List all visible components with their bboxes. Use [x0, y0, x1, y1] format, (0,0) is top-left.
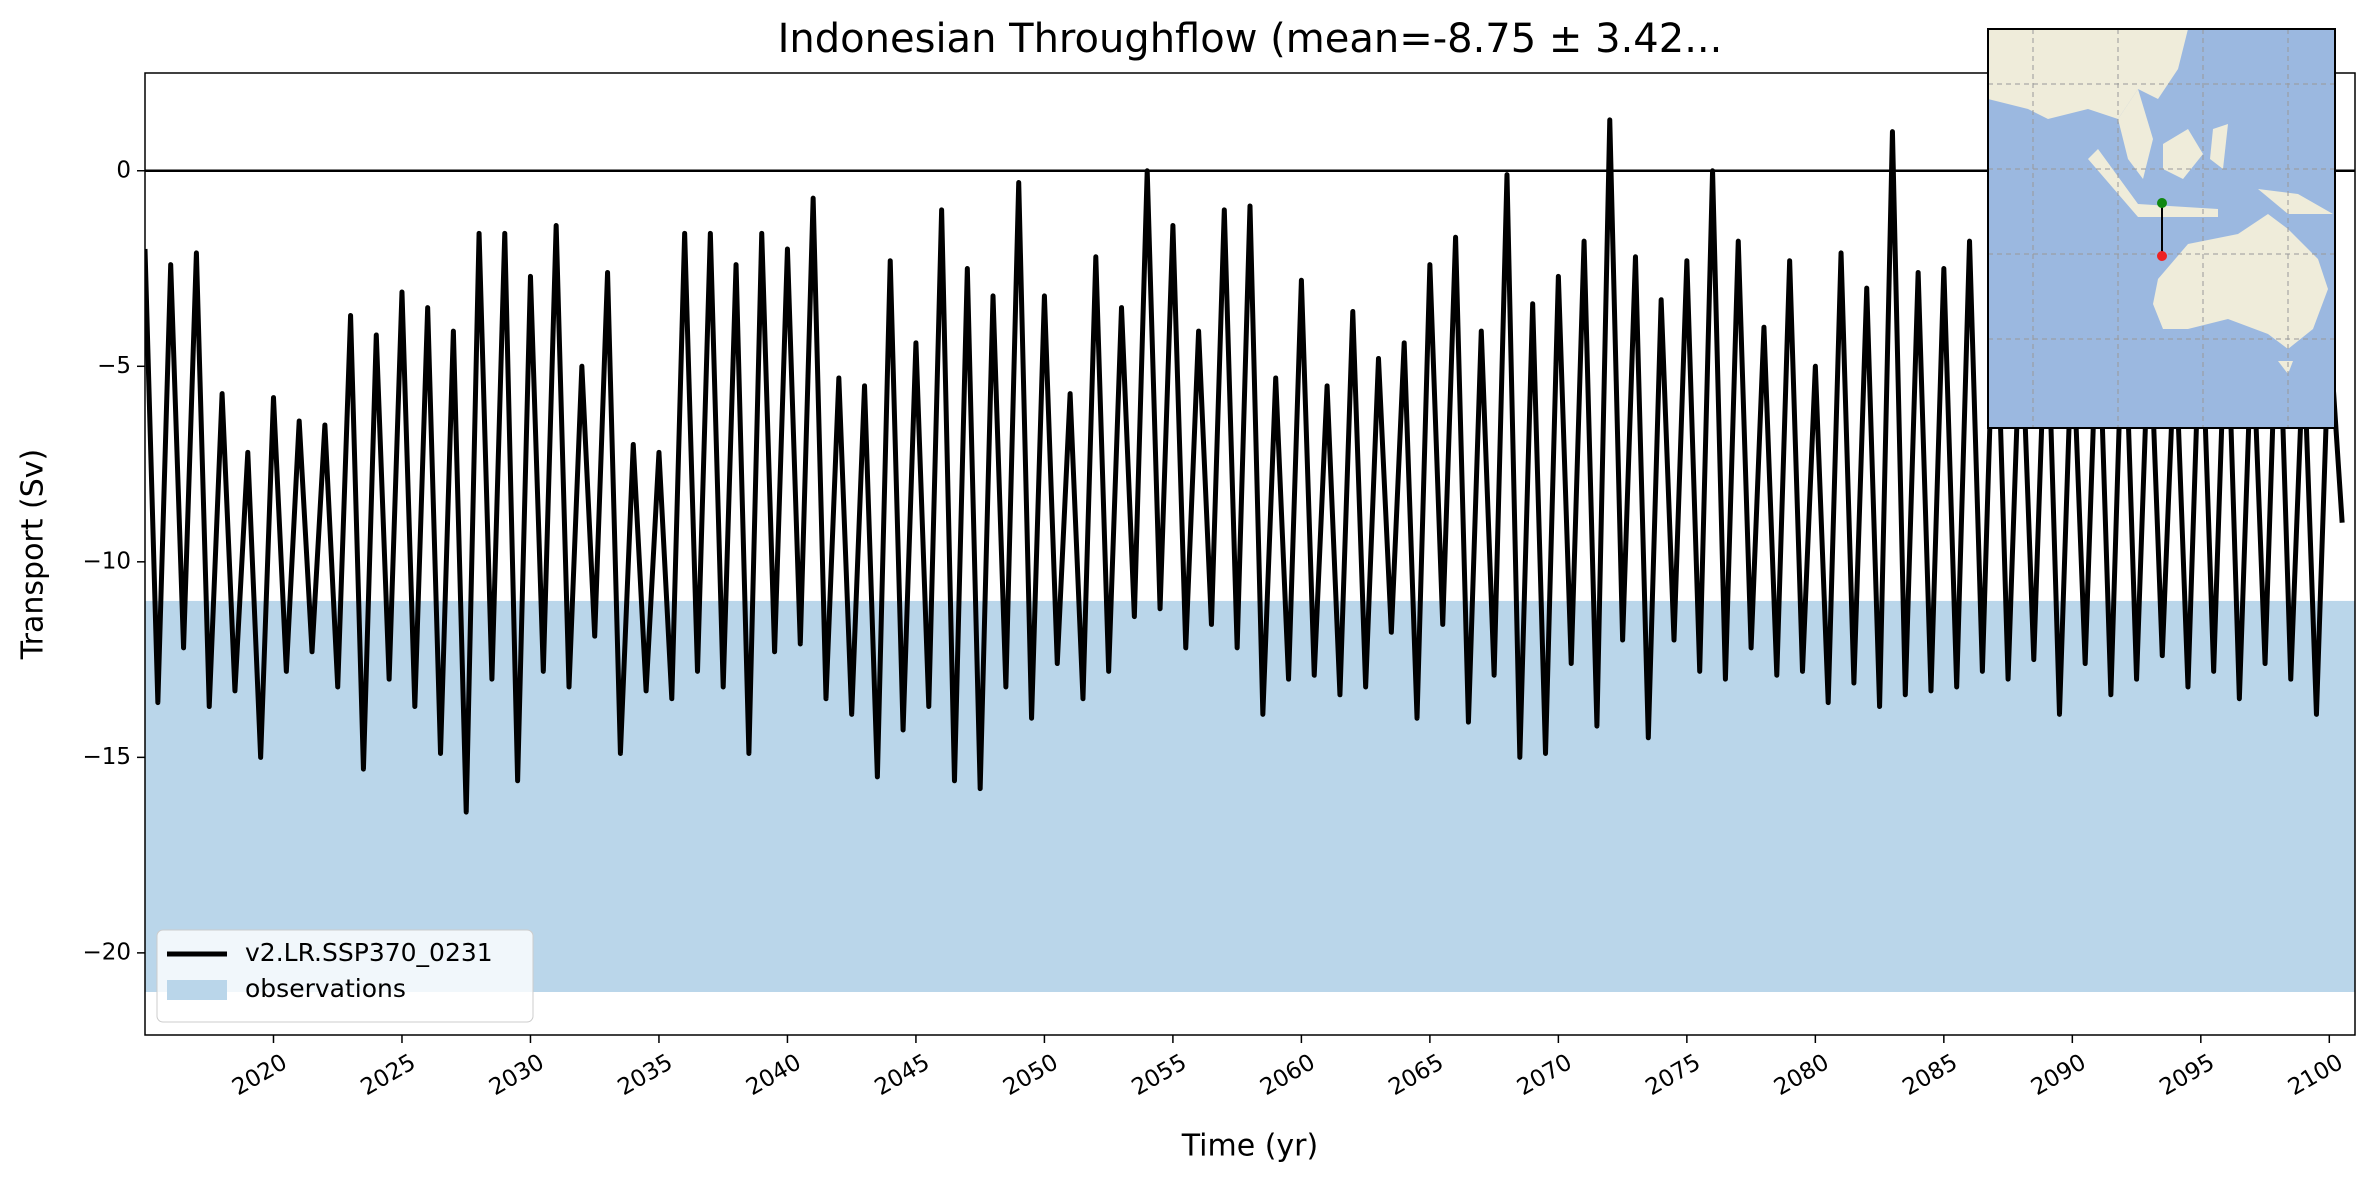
land	[2088, 149, 2218, 217]
inset-frame	[1987, 28, 2336, 429]
x-tick-label: 2035	[614, 1049, 678, 1101]
y-tick-label: −15	[82, 744, 131, 770]
legend-swatch	[167, 980, 227, 1000]
series-line	[145, 117, 2345, 815]
x-tick-label: 2065	[1384, 1049, 1448, 1101]
transect-end	[2157, 251, 2167, 261]
land	[1988, 29, 2188, 119]
chart-title: Indonesian Throughflow (mean=-8.75 ± 3.4…	[778, 16, 1723, 62]
x-tick-label: 2025	[357, 1049, 421, 1101]
x-tick-label: 2050	[999, 1049, 1063, 1101]
transect-start	[2157, 198, 2167, 208]
x-axis-label: Time (yr)	[1181, 1129, 1318, 1164]
x-tick-label: 2085	[1898, 1049, 1962, 1101]
x-tick-label: 2040	[742, 1049, 806, 1101]
land	[2210, 124, 2228, 169]
y-tick-label: −20	[82, 939, 131, 965]
y-tick-label: −5	[97, 353, 131, 379]
x-tick-label: 2030	[485, 1049, 549, 1101]
x-tick-label: 2045	[870, 1049, 934, 1101]
inset-map	[1987, 28, 2336, 429]
series-group	[145, 117, 2345, 815]
land	[2278, 361, 2293, 374]
land	[2163, 129, 2203, 179]
land	[2118, 89, 2153, 179]
x-tick-label: 2070	[1513, 1049, 1577, 1101]
legend-label: observations	[245, 974, 406, 1003]
x-tick-label: 2075	[1641, 1049, 1705, 1101]
x-tick-label: 2060	[1256, 1049, 1320, 1101]
plot-frame	[144, 72, 2356, 1036]
x-tick-label: 2095	[2155, 1049, 2219, 1101]
y-tick-label: −10	[82, 548, 131, 574]
land	[2258, 189, 2333, 214]
y-tick-label: 0	[116, 157, 131, 183]
y-axis-label: Transport (Sv)	[16, 449, 51, 661]
x-tick-label: 2090	[2027, 1049, 2091, 1101]
x-tick-label: 2020	[228, 1049, 292, 1101]
x-tick-label: 2055	[1127, 1049, 1191, 1101]
x-tick-label: 2080	[1770, 1049, 1834, 1101]
legend-label: v2.LR.SSP370_0231	[245, 938, 493, 967]
legend-box	[156, 929, 534, 1023]
land	[2153, 214, 2328, 349]
x-tick-label: 2100	[2284, 1049, 2348, 1101]
